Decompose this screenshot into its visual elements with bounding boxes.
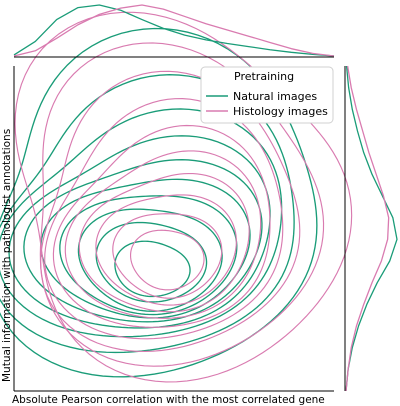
histology-contour-4 — [78, 172, 250, 313]
natural-contour-1 — [114, 240, 191, 298]
right-marginal-histology — [345, 65, 390, 392]
right-marginal-natural — [345, 65, 398, 392]
top-marginal-histology — [13, 4, 335, 57]
natural-contour-4 — [59, 195, 238, 316]
y-axis-label: Mutual information with pathologist anno… — [1, 129, 13, 382]
histology-contour-6 — [52, 124, 271, 328]
main-contour-plot — [0, 11, 353, 383]
legend-label-histology: Histology images — [233, 105, 328, 118]
natural-contour-7 — [8, 135, 271, 329]
top-marginal-natural — [13, 4, 335, 57]
natural-contour-6 — [23, 159, 263, 323]
histology-contour-2 — [112, 213, 223, 299]
contours-histology — [14, 11, 353, 383]
legend-title: Pretraining — [234, 70, 294, 83]
natural-contour-2 — [95, 221, 208, 303]
histology-contour-3 — [95, 194, 237, 306]
x-axis-label: Absolute Pearson correlation with the mo… — [12, 394, 325, 406]
legend-label-natural: Natural images — [233, 90, 317, 103]
legend: Pretraining Natural images Histology ima… — [200, 66, 334, 124]
right-marginal-plot — [345, 65, 398, 392]
top-marginal-plot — [13, 4, 335, 57]
histology-contour-1 — [129, 229, 205, 291]
legend-box — [200, 66, 334, 124]
main-axes — [13, 66, 334, 392]
histology-contour-5 — [64, 150, 262, 319]
